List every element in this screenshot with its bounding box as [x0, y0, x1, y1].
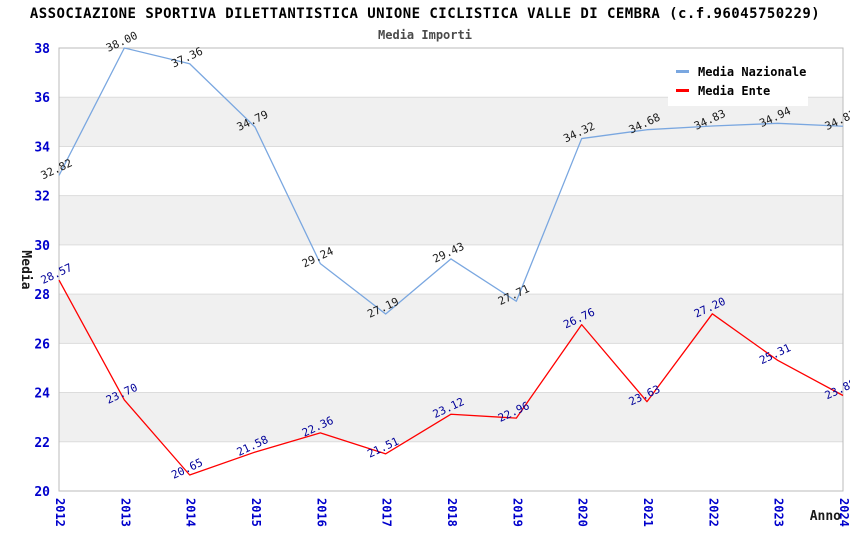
data-label: 32.82	[39, 156, 75, 182]
x-tick-label: 2019	[510, 498, 524, 527]
x-tick-label: 2024	[837, 498, 850, 527]
chart-subtitle: Media Importi	[378, 28, 472, 42]
x-tick-label: 2016	[314, 498, 328, 527]
series-line-media-ente	[58, 279, 844, 476]
y-tick-label: 30	[34, 239, 50, 254]
y-tick-label: 20	[34, 485, 50, 500]
x-tick-label: 2018	[445, 498, 459, 527]
x-tick-label: 2017	[380, 498, 394, 527]
legend-line-swatch-nazionale	[676, 70, 689, 73]
x-tick-label: 2013	[118, 498, 132, 527]
data-label: 25.31	[757, 341, 793, 367]
x-tick-label: 2012	[53, 498, 67, 527]
y-tick-label: 28	[34, 288, 50, 303]
y-tick-label: 24	[34, 387, 50, 402]
legend-line-swatch-ente	[676, 89, 689, 92]
legend-item-media-ente: Media Ente	[676, 81, 806, 100]
y-axis-title: Media	[18, 250, 33, 289]
data-label: 29.24	[300, 244, 336, 270]
legend-item-media-nazionale: Media Nazionale	[676, 62, 806, 81]
x-tick-label: 2023	[772, 498, 786, 527]
plot-border	[58, 47, 844, 492]
x-axis-title: Anno	[810, 509, 841, 524]
x-tick-label: 2021	[641, 498, 655, 527]
y-tick-label: 22	[34, 436, 50, 451]
grid-band	[59, 294, 843, 344]
grid-band	[59, 195, 843, 245]
data-label: 28.57	[39, 261, 75, 287]
x-tick-label: 2022	[706, 498, 720, 527]
grid-band	[59, 392, 843, 442]
series-line-media-nazionale	[58, 47, 844, 315]
data-label: 20.65	[169, 456, 205, 482]
legend-label-ente: Media Ente	[698, 83, 771, 98]
data-label: 23.88	[823, 376, 850, 402]
y-tick-label: 32	[34, 190, 50, 205]
x-tick-label: 2014	[184, 498, 198, 527]
y-tick-label: 38	[34, 42, 50, 57]
y-tick-label: 34	[34, 140, 50, 155]
data-label: 37.36	[169, 45, 205, 71]
legend-label-nazionale: Media Nazionale	[698, 64, 807, 79]
y-tick-label: 36	[34, 91, 50, 106]
y-tick-label: 26	[34, 337, 50, 352]
legend: Media Nazionale Media Ente	[668, 57, 808, 106]
x-tick-label: 2015	[249, 498, 263, 527]
chart-title: ASSOCIAZIONE SPORTIVA DILETTANTISTICA UN…	[29, 6, 821, 22]
x-tick-label: 2020	[576, 498, 590, 527]
